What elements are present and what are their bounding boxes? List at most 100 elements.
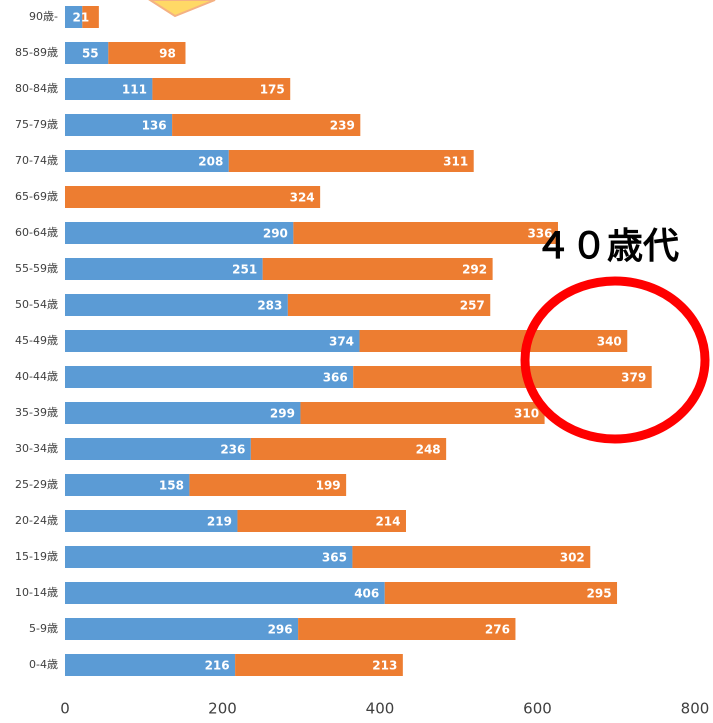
highlight-circle	[520, 276, 710, 444]
bar-segment	[65, 6, 83, 28]
category-label: 65-69歳	[15, 190, 58, 203]
value-label: 21	[73, 11, 90, 25]
bar-segment	[237, 510, 406, 532]
bar-segment	[359, 330, 628, 352]
value-label: 216	[205, 659, 230, 673]
bar-segment	[235, 654, 403, 676]
value-label: 248	[416, 443, 441, 457]
value-label: 208	[198, 155, 223, 169]
bar-segment	[152, 78, 291, 100]
value-label: 299	[270, 407, 295, 421]
value-label: 374	[329, 335, 354, 349]
bar-segment	[65, 366, 354, 388]
category-label: 50-54歳	[15, 298, 58, 311]
bar-segment	[65, 546, 353, 568]
bar-segment	[65, 42, 109, 64]
value-label: 290	[263, 227, 288, 241]
bar-segment	[65, 474, 190, 496]
category-label: 0-4歳	[29, 658, 58, 671]
category-label: 25-29歳	[15, 478, 58, 491]
bar-segment	[65, 654, 236, 676]
value-label: 158	[159, 479, 184, 493]
category-label: 5-9歳	[29, 622, 58, 635]
bar-segment	[228, 150, 474, 172]
value-label: 366	[323, 371, 348, 385]
bar-segment	[65, 330, 360, 352]
value-label: 214	[375, 515, 400, 529]
category-label: 15-19歳	[15, 550, 58, 563]
bar-segment	[352, 546, 591, 568]
bar-segment	[82, 6, 99, 28]
value-label: 257	[460, 299, 485, 313]
category-label: 80-84歳	[15, 82, 58, 95]
value-label: 379	[621, 371, 646, 385]
value-label: 310	[514, 407, 539, 421]
category-label: 60-64歳	[15, 226, 58, 239]
value-label: 406	[354, 587, 379, 601]
x-tick-label: 600	[523, 700, 552, 718]
value-label: 55	[82, 47, 99, 61]
callout-tail	[148, 0, 216, 18]
category-label: 90歳-	[29, 10, 58, 23]
bar-segment	[65, 510, 238, 532]
value-label: 365	[322, 551, 347, 565]
value-label: 324	[290, 191, 315, 205]
bar-segment	[65, 78, 153, 100]
bar-segment	[250, 438, 447, 460]
value-label: 136	[142, 119, 167, 133]
x-tick-label: 800	[681, 700, 710, 718]
bar-segment	[65, 582, 385, 604]
value-label: 239	[330, 119, 355, 133]
bar-segment	[65, 258, 263, 280]
bar-segment	[65, 402, 301, 424]
value-label: 98	[159, 47, 176, 61]
x-tick-label: 400	[366, 700, 395, 718]
bar-segment	[262, 258, 493, 280]
value-label: 336	[527, 227, 552, 241]
category-label: 75-79歳	[15, 118, 58, 131]
annotation: ４０歳代	[535, 226, 679, 267]
bar-segment	[65, 438, 251, 460]
value-label: 175	[260, 83, 285, 97]
bar-segment	[65, 222, 294, 244]
bar-segment	[298, 618, 516, 640]
value-label: 219	[207, 515, 232, 529]
category-label: 20-24歳	[15, 514, 58, 527]
category-label: 55-59歳	[15, 262, 58, 275]
bar-segment	[293, 222, 558, 244]
bar-segment	[65, 114, 173, 136]
value-label: 340	[597, 335, 622, 349]
bar-segment	[65, 294, 288, 316]
category-label: 40-44歳	[15, 370, 58, 383]
x-tick-label: 200	[208, 700, 237, 718]
bar-segment	[65, 150, 229, 172]
category-label: 70-74歳	[15, 154, 58, 167]
category-label: 35-39歳	[15, 406, 58, 419]
category-label: 30-34歳	[15, 442, 58, 455]
value-label: 251	[232, 263, 257, 277]
value-label: 302	[560, 551, 585, 565]
bar-segment	[287, 294, 491, 316]
value-label: 295	[587, 587, 612, 601]
value-label: 111	[122, 83, 147, 97]
value-label: 296	[268, 623, 293, 637]
category-label: 85-89歳	[15, 46, 58, 59]
bar-segment	[300, 402, 545, 424]
value-label: 292	[462, 263, 487, 277]
bar-segment	[353, 366, 652, 388]
bar-segment	[65, 186, 321, 208]
category-label: 10-14歳	[15, 586, 58, 599]
value-label: 283	[257, 299, 282, 313]
bar-segment	[189, 474, 347, 496]
bar-segment	[65, 618, 299, 640]
value-label: 276	[485, 623, 510, 637]
bar-segment	[172, 114, 361, 136]
value-label: 311	[443, 155, 468, 169]
bar-segment	[384, 582, 618, 604]
category-label: 45-49歳	[15, 334, 58, 347]
value-label: 199	[316, 479, 341, 493]
bar-segment	[108, 42, 186, 64]
value-label: 213	[372, 659, 397, 673]
x-tick-label: 0	[60, 700, 70, 718]
